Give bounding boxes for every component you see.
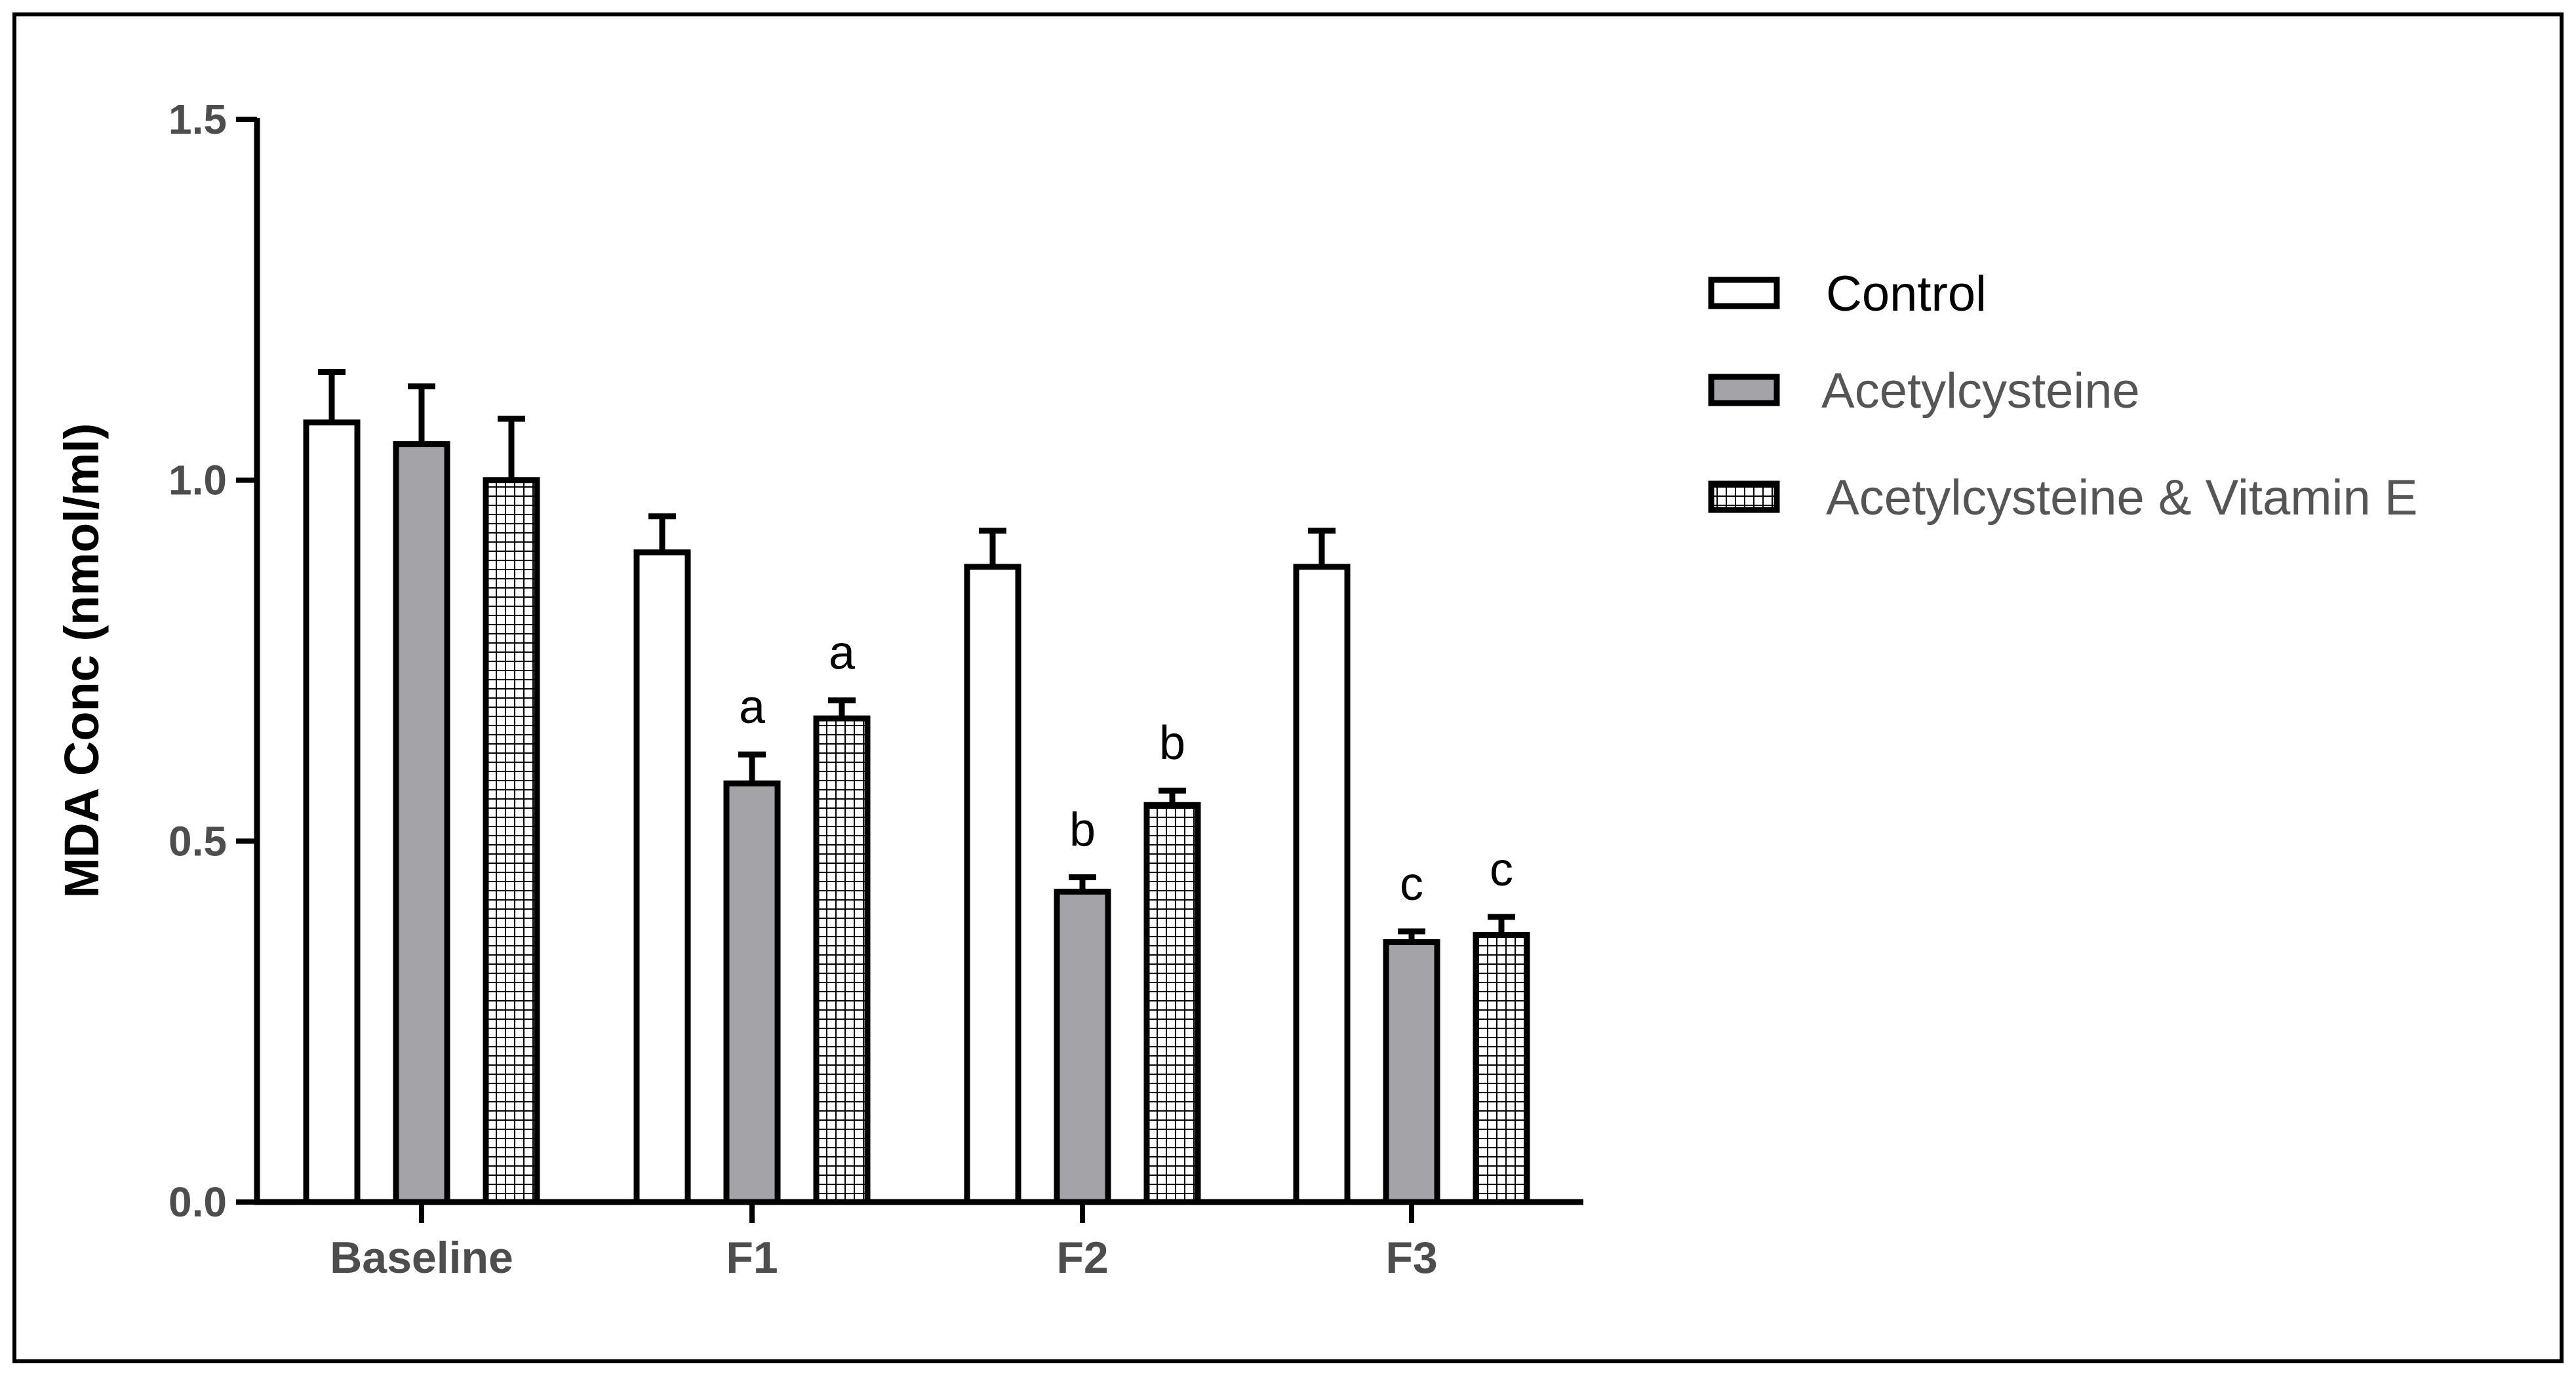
bar bbox=[813, 715, 871, 1205]
x-tick-label: F3 bbox=[1385, 1233, 1437, 1283]
bar bbox=[723, 780, 781, 1205]
bar bbox=[964, 564, 1021, 1205]
significance-label: a bbox=[739, 681, 766, 733]
significance-label: c bbox=[1490, 844, 1513, 896]
significance-label: a bbox=[829, 627, 856, 680]
bar bbox=[303, 419, 361, 1205]
significance-label: b bbox=[1159, 717, 1185, 769]
legend-label: Acetylcysteine bbox=[1821, 363, 2140, 419]
bar bbox=[1293, 564, 1351, 1205]
bar bbox=[1143, 802, 1201, 1205]
y-axis-label: MDA Conc (nmol/ml) bbox=[54, 423, 109, 899]
bar bbox=[483, 477, 540, 1205]
significance-label: c bbox=[1400, 858, 1423, 910]
legend-label: Control bbox=[1826, 266, 1987, 322]
x-tick-label: F2 bbox=[1056, 1233, 1108, 1283]
legend-label: Acetylcysteine & Vitamin E bbox=[1826, 470, 2418, 526]
legend-swatch bbox=[1708, 374, 1780, 406]
y-tick-label: 1.5 bbox=[168, 96, 227, 143]
significance-label: b bbox=[1069, 804, 1096, 856]
x-tick-label: F1 bbox=[726, 1233, 778, 1283]
y-tick-label: 0.5 bbox=[168, 817, 227, 864]
legend-swatch bbox=[1708, 277, 1780, 309]
bar bbox=[633, 549, 691, 1205]
y-tick-label: 0.0 bbox=[168, 1178, 227, 1226]
bar bbox=[1054, 888, 1111, 1205]
x-tick-label: Baseline bbox=[330, 1233, 513, 1283]
legend-swatch bbox=[1708, 480, 1780, 513]
y-tick-label: 1.0 bbox=[168, 457, 227, 504]
bar bbox=[393, 441, 450, 1205]
bar bbox=[1473, 932, 1530, 1205]
bar bbox=[1383, 939, 1440, 1205]
